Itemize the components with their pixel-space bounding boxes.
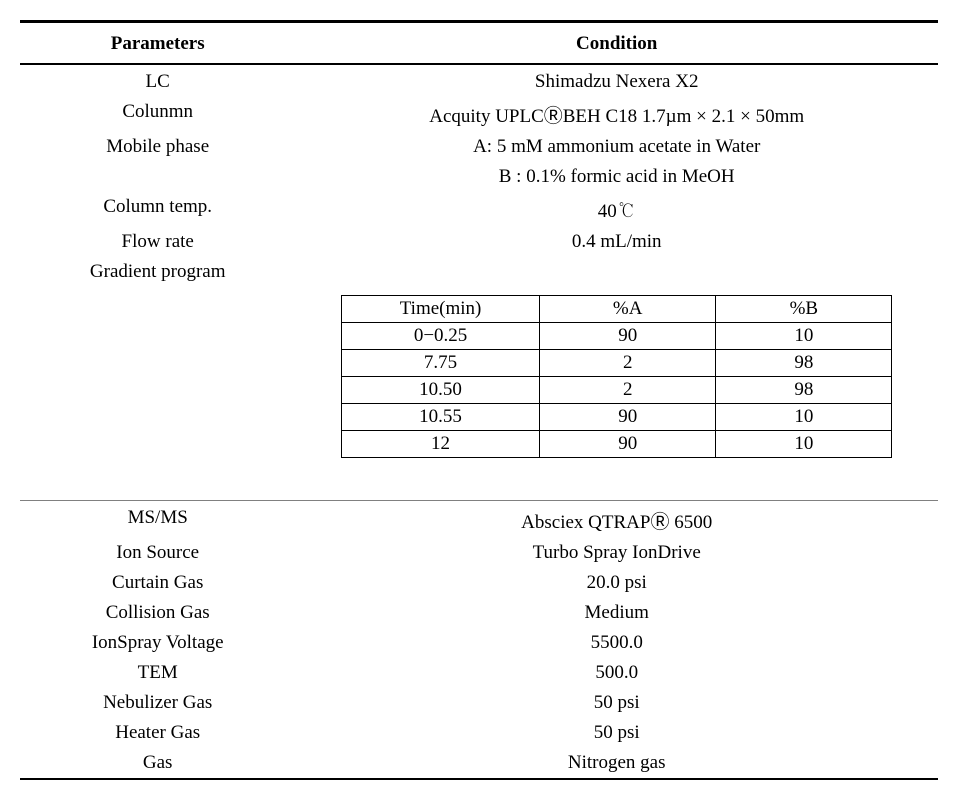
parameters-condition-table: Parameters Condition LCShimadzu Nexera X…	[20, 20, 938, 782]
gradient-cell: 10	[716, 323, 892, 350]
gradient-cell: 10	[716, 431, 892, 458]
param-label: IonSpray Voltage	[20, 628, 295, 658]
condition-value	[295, 257, 938, 287]
param-label: Colunmn	[20, 97, 295, 132]
section-gap	[20, 464, 938, 501]
top-row: Flow rate0.4 mL/min	[20, 227, 938, 257]
condition-value: 40℃	[295, 192, 938, 227]
param-label: Heater Gas	[20, 718, 295, 748]
condition-value: 500.0	[295, 658, 938, 688]
param-label: Ion Source	[20, 538, 295, 568]
param-label: Collision Gas	[20, 598, 295, 628]
gradient-cell: 90	[540, 323, 716, 350]
gradient-cell: 2	[540, 350, 716, 377]
gradient-program-label-empty	[20, 287, 295, 464]
header-parameters: Parameters	[20, 25, 295, 64]
gradient-cell: 2	[540, 377, 716, 404]
bottom-row: MS/MSAbsciex QTRAPⓇ 6500	[20, 503, 938, 538]
gradient-row: 10.559010	[341, 404, 891, 431]
header-row: Parameters Condition	[20, 25, 938, 64]
condition-value: 50 psi	[295, 718, 938, 748]
param-label: Nebulizer Gas	[20, 688, 295, 718]
bottom-row: Curtain Gas20.0 psi	[20, 568, 938, 598]
param-label: Curtain Gas	[20, 568, 295, 598]
param-label: MS/MS	[20, 503, 295, 538]
bottom-section-body: MS/MSAbsciex QTRAPⓇ 6500Ion SourceTurbo …	[20, 503, 938, 779]
bottom-row: Heater Gas50 psi	[20, 718, 938, 748]
condition-value: B : 0.1% formic acid in MeOH	[295, 162, 938, 192]
condition-value: Nitrogen gas	[295, 748, 938, 779]
gradient-row: 0−0.259010	[341, 323, 891, 350]
gradient-cell: 98	[716, 350, 892, 377]
header-condition: Condition	[295, 25, 938, 64]
param-label: Gradient program	[20, 257, 295, 287]
param-label	[20, 162, 295, 192]
condition-value: Acquity UPLCⓇBEH C18 1.7µm × 2.1 × 50mm	[295, 97, 938, 132]
gradient-cell: 7.75	[341, 350, 539, 377]
gradient-cell: 98	[716, 377, 892, 404]
top-row: ColunmnAcquity UPLCⓇBEH C18 1.7µm × 2.1 …	[20, 97, 938, 132]
gradient-cell: 10.55	[341, 404, 539, 431]
gradient-table: Time(min)%A%B0−0.2590107.7529810.5029810…	[341, 295, 892, 458]
param-label: Mobile phase	[20, 132, 295, 162]
condition-value: 5500.0	[295, 628, 938, 658]
top-row: Gradient program	[20, 257, 938, 287]
top-row: Column temp.40℃	[20, 192, 938, 227]
bottom-row: TEM500.0	[20, 658, 938, 688]
gradient-header-cell: %A	[540, 296, 716, 323]
gradient-header-cell: Time(min)	[341, 296, 539, 323]
gradient-cell: 90	[540, 404, 716, 431]
param-label: Flow rate	[20, 227, 295, 257]
condition-value: A: 5 mM ammonium acetate in Water	[295, 132, 938, 162]
gradient-row: 10.50298	[341, 377, 891, 404]
condition-value: Turbo Spray IonDrive	[295, 538, 938, 568]
bottom-row: Nebulizer Gas50 psi	[20, 688, 938, 718]
top-row: Mobile phaseA: 5 mM ammonium acetate in …	[20, 132, 938, 162]
param-label: Gas	[20, 748, 295, 779]
gradient-header-cell: %B	[716, 296, 892, 323]
bottom-row: IonSpray Voltage5500.0	[20, 628, 938, 658]
condition-value: 20.0 psi	[295, 568, 938, 598]
param-label: TEM	[20, 658, 295, 688]
condition-value: Medium	[295, 598, 938, 628]
rule-bottom	[20, 779, 938, 782]
bottom-row: GasNitrogen gas	[20, 748, 938, 779]
param-label: LC	[20, 67, 295, 97]
condition-value: 0.4 mL/min	[295, 227, 938, 257]
gradient-program-row: Time(min)%A%B0−0.2590107.7529810.5029810…	[20, 287, 938, 464]
gradient-table-cell: Time(min)%A%B0−0.2590107.7529810.5029810…	[295, 287, 938, 464]
gradient-row: 7.75298	[341, 350, 891, 377]
top-section-body: LCShimadzu Nexera X2ColunmnAcquity UPLCⓇ…	[20, 67, 938, 287]
top-row: LCShimadzu Nexera X2	[20, 67, 938, 97]
condition-value: 50 psi	[295, 688, 938, 718]
gradient-cell: 10	[716, 404, 892, 431]
gradient-cell: 0−0.25	[341, 323, 539, 350]
top-row: B : 0.1% formic acid in MeOH	[20, 162, 938, 192]
gradient-cell: 90	[540, 431, 716, 458]
gradient-cell: 10.50	[341, 377, 539, 404]
gradient-row: 129010	[341, 431, 891, 458]
gradient-cell: 12	[341, 431, 539, 458]
condition-value: Shimadzu Nexera X2	[295, 67, 938, 97]
bottom-row: Ion SourceTurbo Spray IonDrive	[20, 538, 938, 568]
bottom-row: Collision GasMedium	[20, 598, 938, 628]
gradient-header-row: Time(min)%A%B	[341, 296, 891, 323]
condition-value: Absciex QTRAPⓇ 6500	[295, 503, 938, 538]
param-label: Column temp.	[20, 192, 295, 227]
